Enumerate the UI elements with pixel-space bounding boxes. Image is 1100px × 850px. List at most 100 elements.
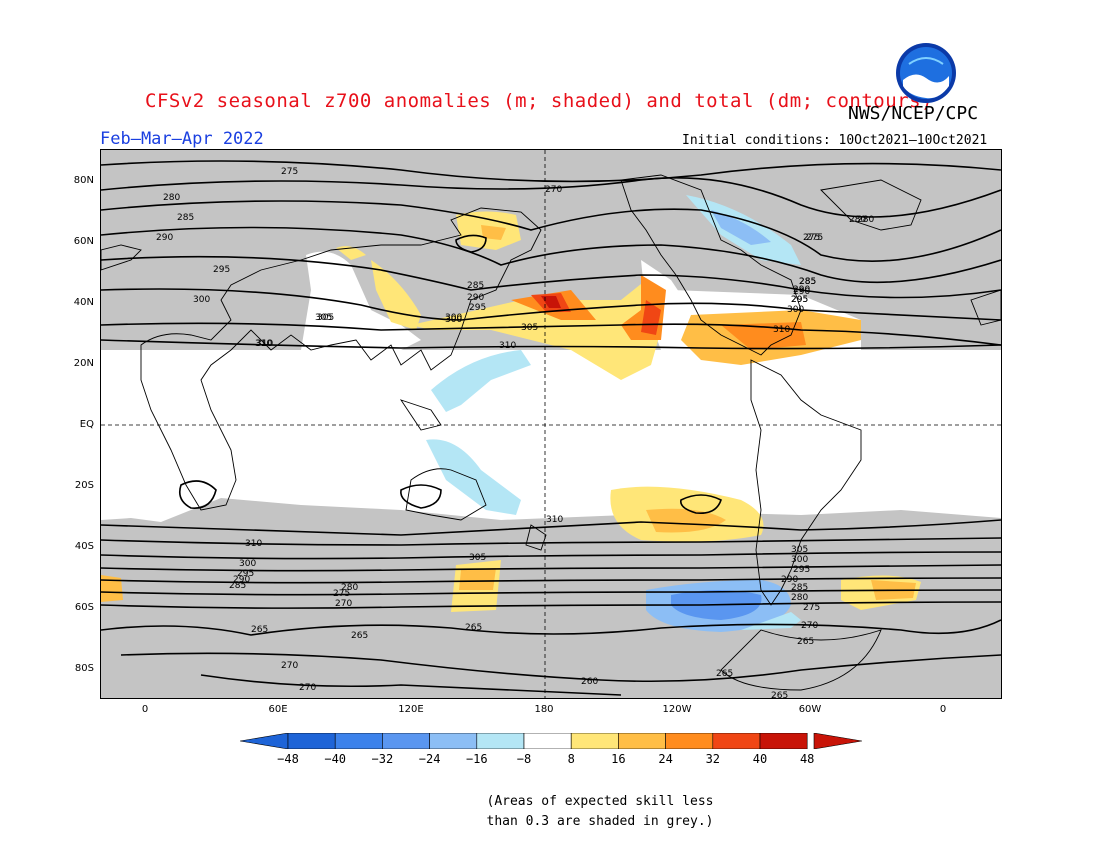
negative-anomaly-australia [426,439,521,515]
contour-label: 275 [333,589,350,599]
contour-label: 280 [791,593,808,603]
contour-label: 270 [335,599,352,609]
contour-label: 300 [193,295,210,305]
contour-label: 305 [521,323,538,333]
contour-label: 275 [281,167,298,177]
contour-label: 295 [791,295,808,305]
agency-label: NWS/NCEP/CPC [848,103,979,124]
lat-label: 40N [73,297,94,308]
contour-label: 295 [791,295,808,305]
colorbar-label: 16 [611,752,626,766]
contour-label: 280 [163,193,180,203]
lat-label: 40S [74,541,94,552]
colorbar-segment [712,733,761,749]
lon-label: 0 [939,704,947,715]
colorbar-label: −8 [516,752,532,766]
map-panel: 275 280 285 290 295 300 305 310 310 310 … [100,149,1002,699]
colorbar-label: 8 [567,752,575,766]
chart-title: CFSv2 seasonal z700 anomalies (m; shaded… [145,90,933,112]
contour-label: 300 [791,555,808,565]
contour-label: 310 [546,515,563,525]
contour-label: 310 [499,341,516,351]
contour-label: 295 [213,265,230,275]
colorbar-segment [287,733,336,749]
colorbar-segment [618,733,666,749]
contour-label: 300 [445,313,462,323]
anomaly-map: 275 280 285 290 295 300 305 310 310 310 … [101,150,1001,698]
colorbar-label: −32 [371,752,394,766]
contour-label: 270 [545,185,562,195]
colorbar-segment [334,733,383,749]
lat-label: 20N [73,358,94,369]
grey-southern-zone [101,498,1001,698]
lat-label: EQ [79,419,94,430]
colorbar-label: 40 [752,752,768,766]
contour-label: 265 [771,691,788,698]
contour-label: 300 [787,305,804,315]
noaa-logo [896,43,956,103]
contour-label: 285 [467,281,484,291]
contour-label: 285 [799,277,816,287]
contour-label: 275 [806,233,823,243]
coastlines [101,174,1001,691]
contour-label: 280 [857,215,874,225]
contour-label: 295 [793,565,810,575]
contour-label: 270 [801,621,818,631]
lat-label: 60N [73,236,94,247]
contour-label: 310 [256,339,273,349]
contour-label: 275 [803,603,820,613]
contour-label: 310 [245,539,262,549]
skill-note: (Areas of expected skill less than 0.3 a… [470,792,730,832]
colorbar-segment [476,733,525,749]
contour-label: 260 [581,677,598,687]
contour-label: 290 [467,293,484,303]
colorbar-segment [665,733,714,749]
contour-label: 305 [469,553,486,563]
colorbar-label: −48 [277,752,299,766]
contour-label: 275 [803,233,820,243]
contour-label: 290 [793,285,810,295]
initial-conditions: Initial conditions: 10Oct2021–10Oct2021 [682,133,988,148]
contour-label: 295 [237,569,254,579]
contour-label: 265 [716,669,733,679]
contour-label: 290 [156,233,173,243]
note-line: (Areas of expected skill less [486,794,714,809]
contour-label: 285 [799,277,816,287]
lon-label: 60W [798,704,822,715]
contour-label: 310 [255,339,272,349]
lat-label: 60S [74,602,94,613]
colorbar-label: −16 [465,752,488,766]
colorbar-segment [429,733,478,749]
lon-label: 120W [662,704,692,715]
lon-label: 120E [398,704,424,715]
colorbar-label: −24 [418,752,441,766]
lon-label: 60E [268,704,288,715]
contour-label: 265 [351,631,368,641]
contour-label: 300 [239,559,256,569]
colorbar-label: 48 [799,752,815,766]
contour-label: 310 [773,325,790,335]
contour-label: 290 [233,575,250,585]
contour-label: 305 [317,313,334,323]
contour-label: 280 [341,583,358,593]
contour-label: 305 [315,313,332,323]
colorbar-label: 32 [705,752,721,766]
forecast-period: Feb–Mar–Apr 2022 [100,129,264,149]
contour-label: 265 [465,623,482,633]
positive-anomaly-north-pacific [411,280,661,380]
contour-labels: 275 280 285 290 295 300 305 310 310 310 … [156,167,874,698]
height-contours [101,160,1001,696]
colorbar-label: −40 [324,752,347,766]
colorbar-segment [382,733,430,749]
lat-label: 80S [74,663,94,674]
negative-anomaly-tropical-pacific [431,350,531,412]
lon-label: 180 [534,704,554,715]
contour-label: 270 [281,661,298,671]
colorbar [240,733,862,749]
colorbar-label: 24 [658,752,673,766]
colorbar-segment [523,733,572,749]
contour-label: 285 [791,583,808,593]
contour-label: 290 [793,287,810,297]
contour-label: 280 [849,215,866,225]
lat-label: 80N [73,175,94,186]
